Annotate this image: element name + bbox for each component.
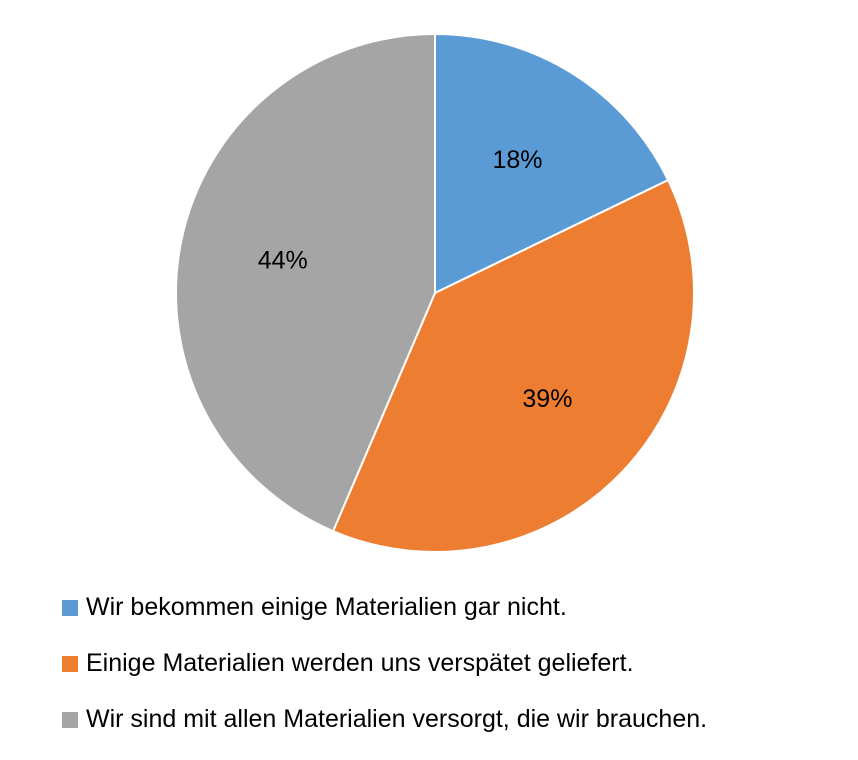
legend-label: Wir sind mit allen Materialien versorgt,… (86, 705, 708, 733)
legend-item: Wir sind mit allen Materialien versorgt,… (62, 704, 852, 735)
legend-item: Wir bekommen einige Materialien gar nich… (62, 592, 852, 623)
pie-slice (331, 178, 695, 553)
legend: Wir bekommen einige Materialien gar nich… (62, 592, 852, 760)
legend-swatch (62, 655, 78, 672)
legend-item: Einige Materialien werden uns verspätet … (62, 648, 852, 679)
pie-data-label: 44% (258, 246, 308, 274)
legend-swatch (62, 599, 78, 616)
pie-slice (175, 32, 436, 533)
legend-swatch (62, 711, 78, 728)
legend-label: Wir bekommen einige Materialien gar nich… (86, 593, 567, 621)
pie-data-label: 39% (522, 385, 572, 413)
pie-slice (434, 32, 670, 295)
legend-label: Einige Materialien werden uns verspätet … (86, 649, 634, 677)
pie-data-label: 18% (493, 146, 543, 174)
pie-data-labels: 18% 39% 44% (258, 146, 573, 413)
pie-slices (175, 32, 695, 553)
